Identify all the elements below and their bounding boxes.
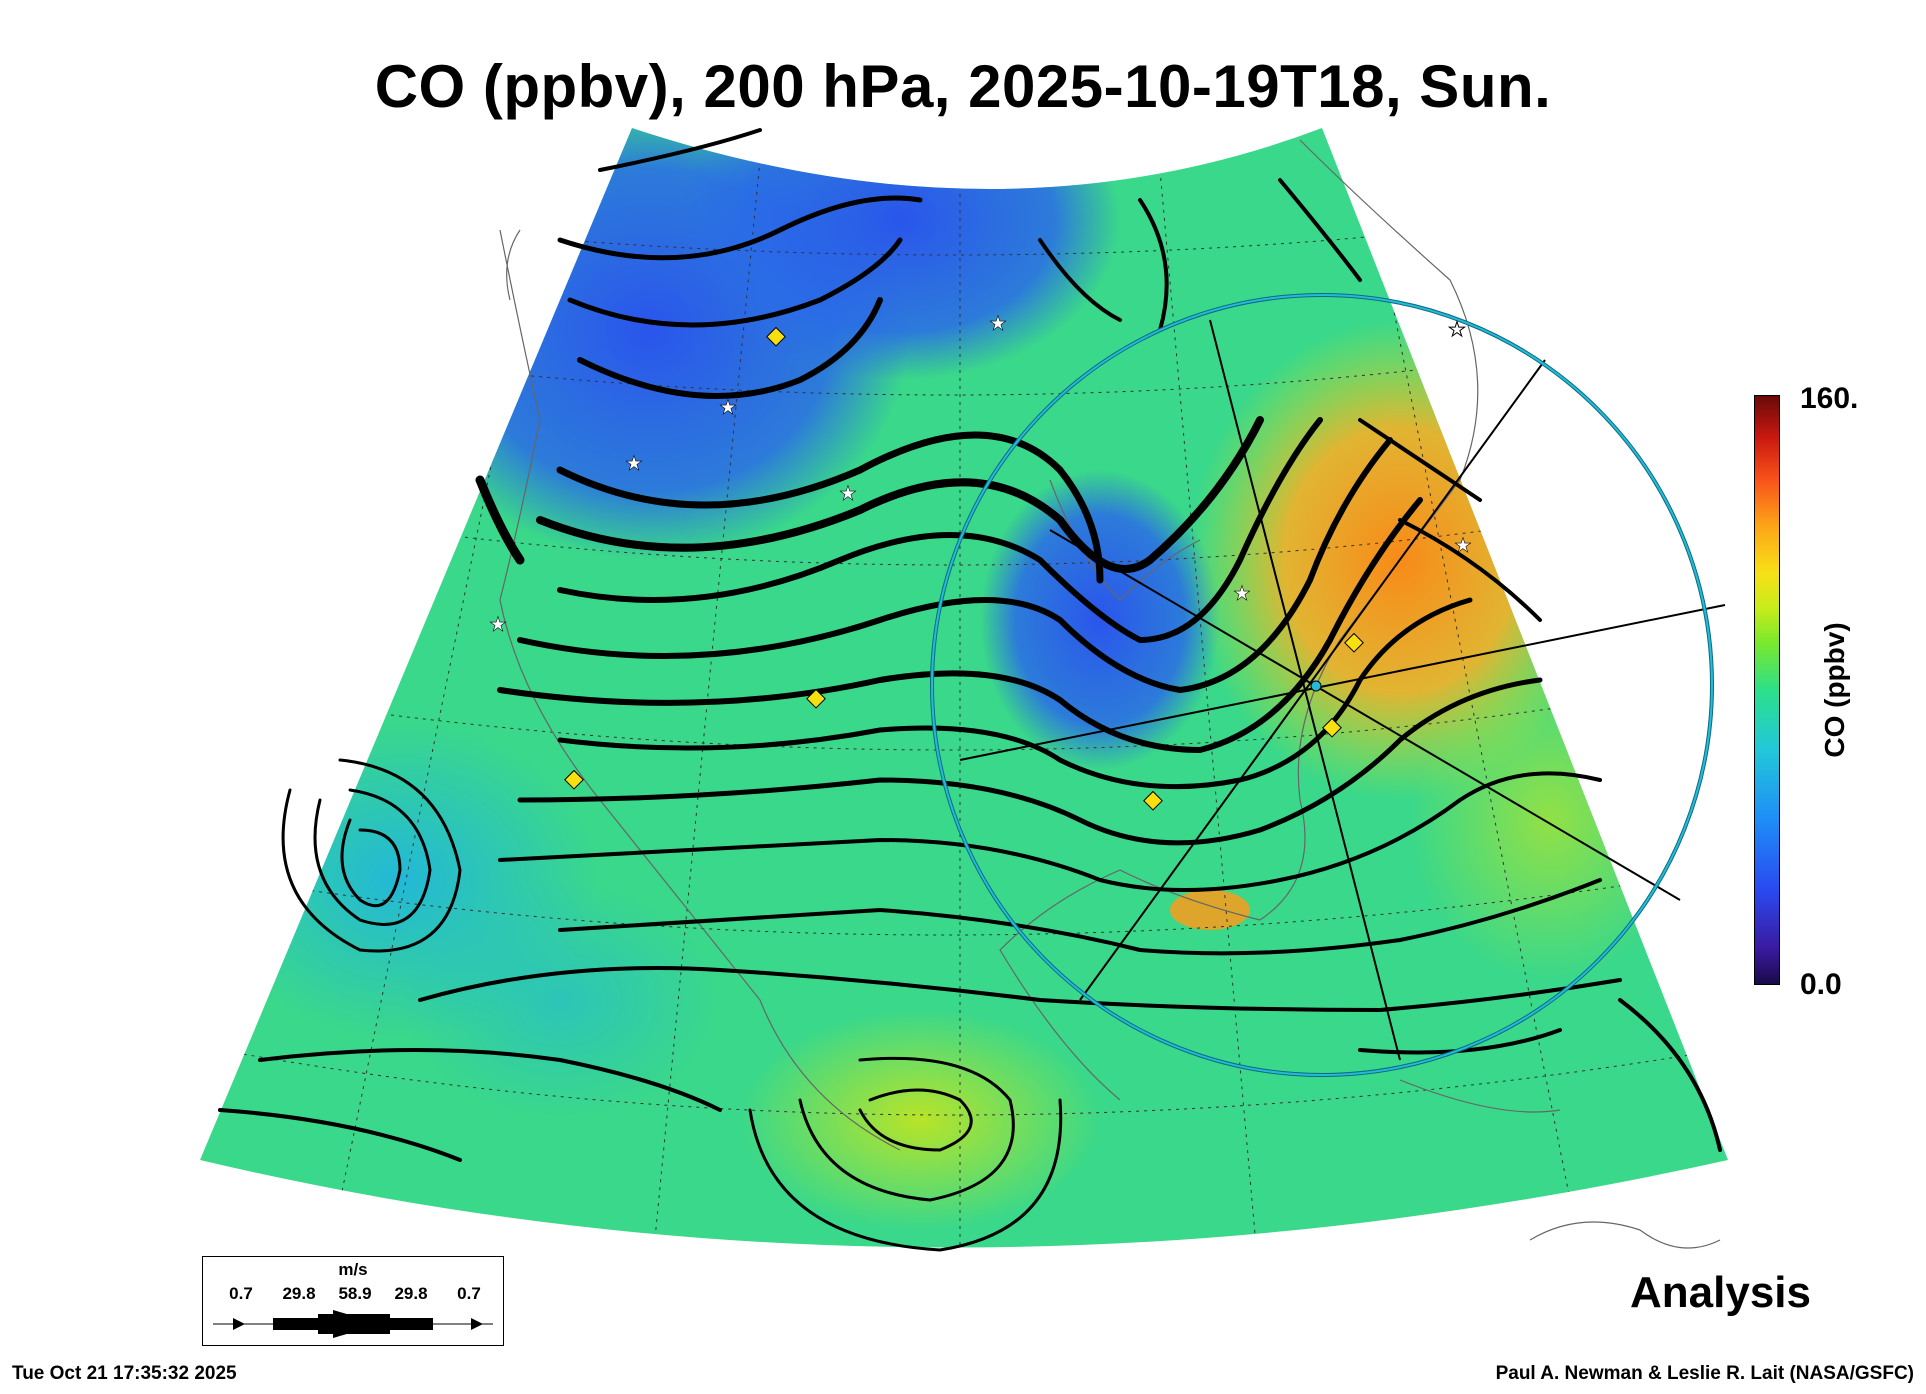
yellow-diamond-marker [806, 688, 826, 709]
yellow-diamond-marker [1322, 717, 1342, 738]
yellow-diamond-marker [1344, 632, 1364, 653]
wind-legend-value: 29.8 [394, 1284, 428, 1303]
white-star-marker: ★ [625, 453, 643, 475]
yellow-diamond-marker [1143, 790, 1163, 811]
open-star-marker: ★ [1448, 319, 1466, 341]
white-star-marker: ★ [839, 483, 857, 505]
white-star-marker: ★ [719, 397, 737, 419]
white-star-marker: ★ [489, 614, 507, 636]
wind-legend-value: 58.9 [338, 1284, 372, 1303]
yellow-diamond-marker [766, 326, 786, 347]
panel-label: Analysis [1630, 1268, 1811, 1317]
wind-legend-value: 0.7 [457, 1284, 481, 1303]
wind-legend-unit: m/s [338, 1260, 368, 1279]
wind-legend-value: 29.8 [282, 1284, 316, 1303]
colorbar [1754, 395, 1780, 985]
center-marker [1310, 680, 1322, 692]
range-circle [930, 293, 1714, 1077]
station-markers: ★ ★ ★ ★ ★ ★ ★ ★ [489, 313, 1472, 811]
colorbar-max-label: 160. [1800, 382, 1859, 415]
wind-speed-legend: m/s 0.7 29.8 58.9 29.8 0.7 [202, 1256, 504, 1346]
streamlines [218, 128, 1722, 1252]
wind-legend-arrow [213, 1310, 493, 1338]
credit: Paul A. Newman & Leslie R. Lait (NASA/GS… [1495, 1363, 1914, 1384]
co-field [200, 128, 1728, 1248]
timestamp: Tue Oct 21 17:35:32 2025 [12, 1363, 237, 1384]
white-star-marker: ★ [1233, 583, 1251, 605]
white-star-marker: ★ [989, 313, 1007, 335]
map-title: CO (ppbv), 200 hPa, 2025-10-19T18, Sun. [374, 53, 1552, 120]
yellow-diamond-marker [564, 769, 584, 790]
white-star-marker: ★ [1454, 535, 1472, 557]
lat-lon-grid [219, 129, 1721, 1248]
colorbar-min-label: 0.0 [1800, 968, 1842, 1001]
aircraft-track [959, 319, 1726, 1061]
colorbar-title: CO (ppbv) [1819, 622, 1850, 758]
wind-legend-value: 0.7 [229, 1284, 253, 1303]
